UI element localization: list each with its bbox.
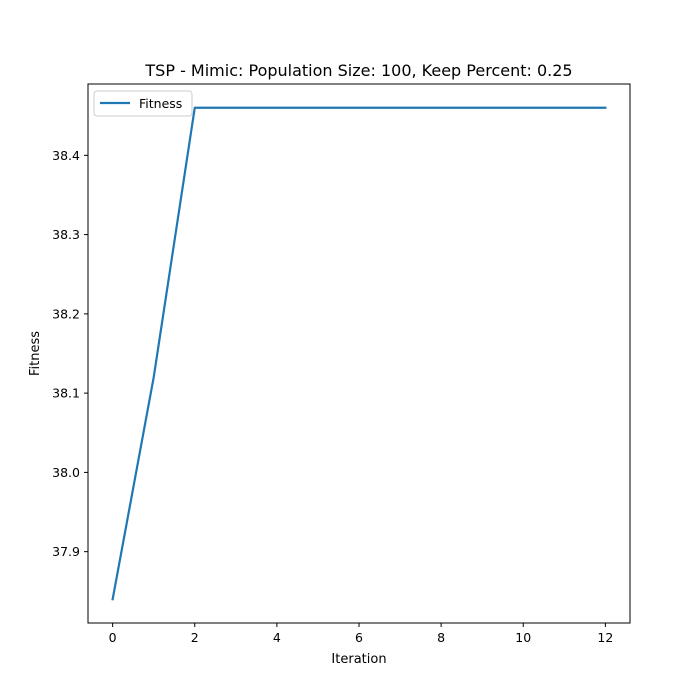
chart-title: TSP - Mimic: Population Size: 100, Keep … <box>144 61 572 80</box>
y-tick-label: 37.9 <box>52 544 80 559</box>
y-tick-label: 38.2 <box>52 306 80 321</box>
plot-area <box>88 84 630 623</box>
y-tick-label: 38.1 <box>52 386 80 401</box>
legend-box <box>93 90 193 117</box>
plot-frame <box>87 83 631 624</box>
y-tick-label: 38.0 <box>52 465 80 480</box>
x-axis-label: Iteration <box>331 652 386 667</box>
y-tick-label: 38.3 <box>52 227 80 242</box>
x-tick-label: 6 <box>355 630 363 645</box>
x-tick-label: 0 <box>109 630 117 645</box>
y-axis-ticks: 37.9 38.0 38.1 38.2 38.3 38.4 <box>52 148 88 559</box>
x-tick-label: 2 <box>191 630 199 645</box>
legend: Fitness <box>93 90 193 117</box>
y-axis-label: Fitness <box>28 331 43 376</box>
x-axis-ticks: 0 2 4 6 8 10 12 <box>109 623 613 645</box>
x-tick-label: 10 <box>515 630 531 645</box>
series-layer <box>111 106 607 601</box>
y-tick-label: 38.4 <box>52 148 80 163</box>
series-line-fitness <box>111 106 607 601</box>
x-tick-label: 8 <box>437 630 445 645</box>
x-tick-label: 4 <box>273 630 281 645</box>
legend-label: Fitness <box>139 96 182 111</box>
x-tick-label: 12 <box>597 630 613 645</box>
